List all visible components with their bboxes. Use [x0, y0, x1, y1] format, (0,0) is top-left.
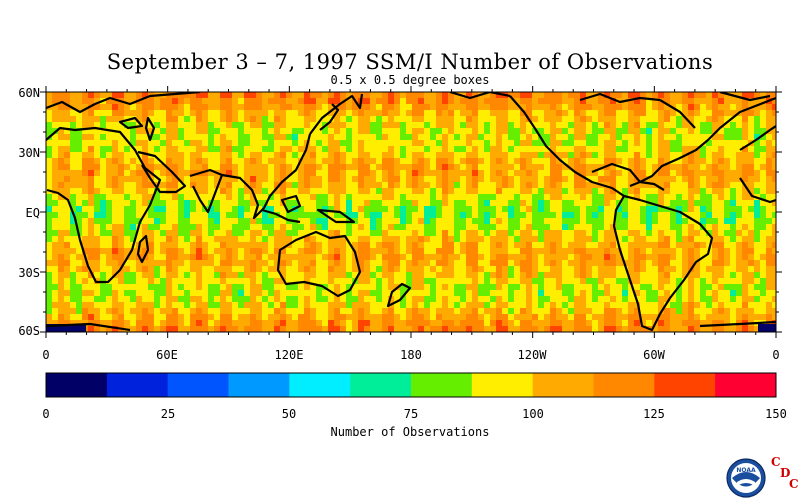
noaa-logo: NOAA [726, 458, 766, 498]
lat-label-30s: 30S [18, 266, 40, 280]
colorbar-segment-4 [289, 373, 351, 397]
lon-label-180: 180 [400, 348, 422, 362]
colorbar-segment-5 [350, 373, 412, 397]
colorbar-label-75: 75 [403, 407, 419, 421]
cdc-letter-1: C [771, 455, 781, 469]
colorbar-label-100: 100 [522, 407, 544, 421]
colorbar-label-25: 25 [160, 407, 176, 421]
colorbar-segment-3 [228, 373, 290, 397]
lon-label-0: 0 [42, 348, 50, 362]
cdc-letter-2: D [780, 466, 790, 480]
colorbar-title: Number of Observations [330, 425, 490, 439]
colorbar-label-50: 50 [281, 407, 297, 421]
noaa-logo-text: NOAA [736, 467, 756, 474]
colorbar-segment-9 [593, 373, 655, 397]
chart-title: September 3 – 7, 1997 SSM/I Number of Ob… [106, 50, 714, 74]
chart-subtitle: 0.5 x 0.5 degree boxes [330, 73, 490, 87]
colorbar-segment-0 [46, 373, 108, 397]
colorbar-segment-10 [654, 373, 716, 397]
colorbar-segment-7 [471, 373, 534, 397]
lon-label-0-end: 0 [772, 348, 780, 362]
colorbar-segment-11 [715, 373, 777, 397]
lat-label-60s: 60S [18, 324, 40, 338]
lon-label-120w: 120W [517, 348, 547, 362]
observation-field [46, 92, 776, 332]
coastlines [46, 92, 776, 332]
axis-ticks [40, 86, 782, 338]
lat-label-60n: 60N [18, 86, 40, 100]
lon-label-120e: 120E [274, 348, 304, 362]
colorbar-segment-1 [106, 373, 169, 397]
colorbar [46, 373, 777, 397]
colorbar-segment-2 [167, 373, 229, 397]
lon-label-60e: 60E [156, 348, 178, 362]
colorbar-label-150: 150 [765, 407, 787, 421]
lat-label-eq: EQ [25, 206, 40, 220]
colorbar-frame [45, 372, 777, 398]
colorbar-segment-8 [532, 373, 594, 397]
lon-label-60w: 60W [643, 348, 665, 362]
colorbar-label-125: 125 [643, 407, 665, 421]
lat-label-30n: 30N [18, 146, 40, 160]
colorbar-segment-6 [411, 373, 473, 397]
cdc-letter-3: C [789, 477, 799, 491]
colorbar-label-0: 0 [42, 407, 50, 421]
